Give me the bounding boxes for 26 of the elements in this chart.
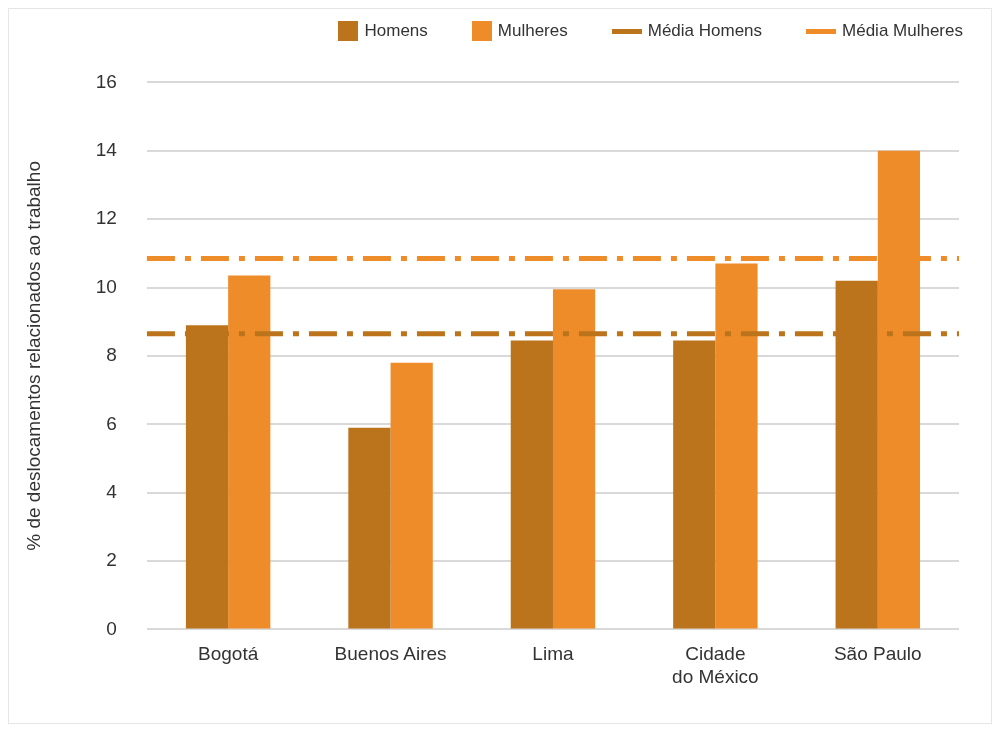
y-tick-label: 12 <box>95 207 117 229</box>
x-tick-label: Cidade do México <box>672 643 759 687</box>
bar <box>673 340 716 629</box>
legend-label: Média Homens <box>647 21 763 41</box>
x-tick-label: Lima <box>532 643 574 665</box>
legend-label: Média Mulheres <box>842 21 963 41</box>
x-tick-label: Bogotá <box>198 643 259 665</box>
y-tick-label: 10 <box>95 275 117 297</box>
y-tick-label: 2 <box>106 549 117 571</box>
legend-label: Mulheres <box>497 21 568 41</box>
y-axis-title: % de deslocamentos relacionados ao trabalho <box>22 161 44 551</box>
bar <box>348 427 391 629</box>
y-tick-label: 14 <box>95 139 118 161</box>
y-tick-label: 6 <box>106 412 117 434</box>
bar <box>510 340 553 629</box>
y-tick-label: 4 <box>106 480 118 502</box>
bar <box>228 275 271 629</box>
x-tick-label: Buenos Aires <box>334 643 447 665</box>
y-tick-label: 0 <box>106 617 117 639</box>
bar <box>552 289 596 629</box>
legend-label: Homens <box>364 21 428 41</box>
y-tick-label: 8 <box>106 344 117 366</box>
bar <box>715 263 758 629</box>
y-tick-label: 16 <box>95 70 117 92</box>
x-tick-label: São Paulo <box>833 643 922 665</box>
bar <box>390 362 433 629</box>
